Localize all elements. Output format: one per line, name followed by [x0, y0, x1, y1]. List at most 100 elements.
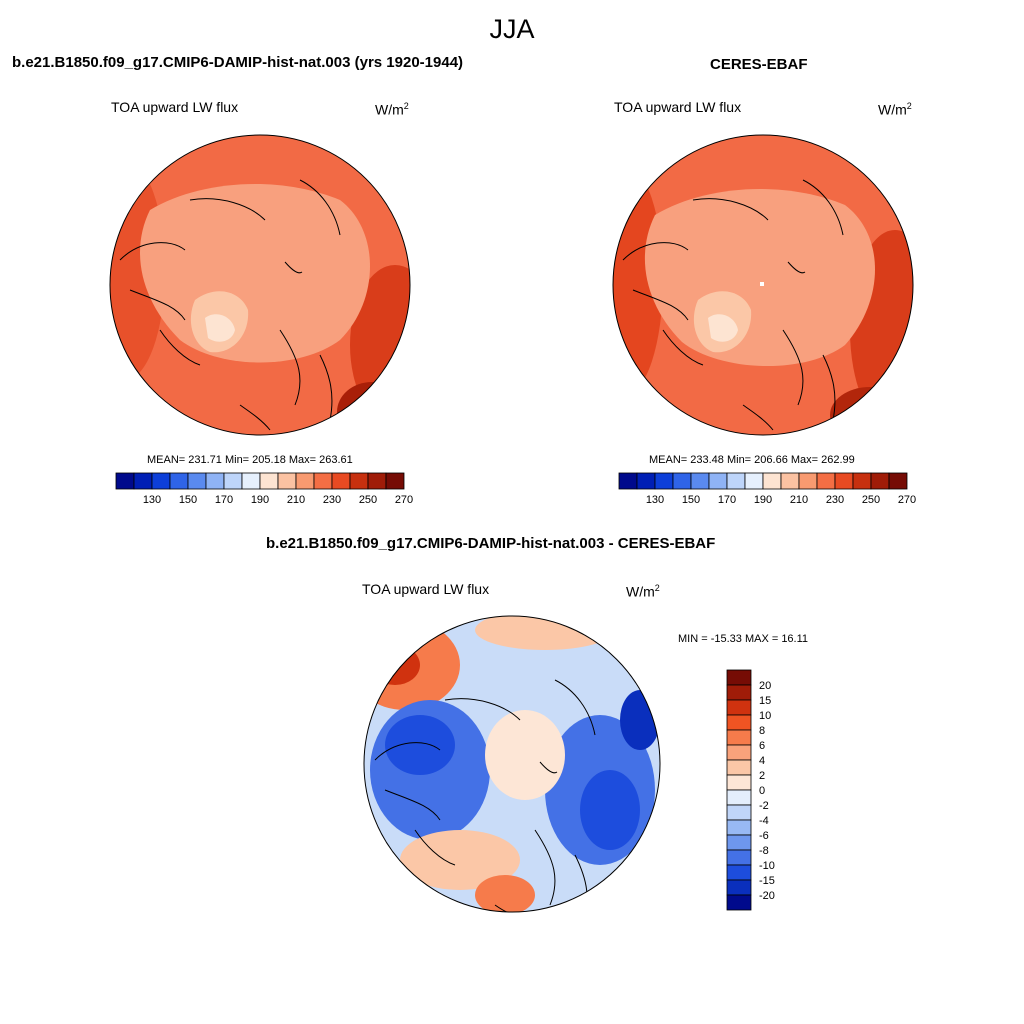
map3-positive-nw-core	[370, 645, 420, 685]
map2-boundary	[612, 134, 914, 436]
panel3-units: W/m2	[626, 583, 660, 600]
colorbar-difference-tick-label: -10	[759, 860, 775, 872]
colorbar-model-box	[331, 472, 351, 490]
colorbar-difference-box	[726, 879, 752, 896]
panel3-stats: MIN = -15.33 MAX = 16.11	[678, 633, 809, 645]
colorbar-difference-tick-label: 0	[759, 785, 765, 797]
colorbar-model-tick-label: 210	[287, 494, 305, 506]
map3-positive-north	[475, 616, 615, 650]
map3-negative-canada-core	[385, 715, 455, 775]
colorbar-difference-tick-label: 20	[759, 680, 771, 692]
colorbar-difference-box	[726, 699, 752, 716]
colorbar-difference-box	[726, 819, 752, 836]
colorbar-observation-box	[816, 472, 836, 490]
colorbar-observation-box	[762, 472, 782, 490]
colorbar-difference-box	[726, 714, 752, 731]
colorbar-observation-box	[744, 472, 764, 490]
colorbar-observation-box	[834, 472, 854, 490]
colorbar-difference-box	[726, 804, 752, 821]
colorbar-difference-box	[726, 729, 752, 746]
colorbar-observation-box	[672, 472, 692, 490]
colorbar-difference-tick-label: 2	[759, 770, 765, 782]
colorbar-difference-box	[726, 669, 752, 686]
polar-map-observation	[612, 134, 914, 436]
colorbar-difference-box	[726, 894, 752, 911]
colorbar-model-tick-label: 270	[395, 494, 413, 506]
colorbar-difference-tick-label: 8	[759, 725, 765, 737]
colorbar-observation-tick-label: 190	[754, 494, 772, 506]
colorbar-difference-tick-label: 15	[759, 695, 771, 707]
map3-positive-atlantic	[400, 830, 520, 890]
map3-arctic-neutral	[485, 710, 565, 800]
colorbar-model-box	[349, 472, 369, 490]
colorbar-model-box	[205, 472, 225, 490]
colorbar-model-box	[241, 472, 261, 490]
colorbar-difference-tick-label: -15	[759, 875, 775, 887]
colorbar-model-tick-label: 150	[179, 494, 197, 506]
polar-map-difference	[363, 615, 661, 913]
colorbar-observation-box	[888, 472, 908, 490]
panel1-variable-label: TOA upward LW flux	[111, 99, 239, 115]
panel3-variable-label: TOA upward LW flux	[362, 581, 490, 597]
colorbar-model: 130 150 170 190 210 230 250 270	[115, 472, 413, 506]
colorbar-observation-box	[870, 472, 890, 490]
colorbar-difference-tick-label: -6	[759, 830, 769, 842]
colorbar-model-box	[313, 472, 333, 490]
colorbar-model-box	[169, 472, 189, 490]
colorbar-difference-box	[726, 849, 752, 866]
map2-coastlines	[622, 179, 844, 431]
colorbar-observation-box	[798, 472, 818, 490]
colorbar-difference-tick-label: 10	[759, 710, 771, 722]
panel2-variable-label: TOA upward LW flux	[614, 99, 742, 115]
colorbar-model-tick-label: 190	[251, 494, 269, 506]
colorbar-difference-box	[726, 759, 752, 776]
colorbar-difference-box	[726, 774, 752, 791]
polar-map-model	[109, 134, 411, 436]
map3-negative-east-core	[580, 770, 640, 850]
colorbar-observation-tick-label: 210	[790, 494, 808, 506]
colorbar-model-box	[277, 472, 297, 490]
colorbar-model-box	[295, 472, 315, 490]
colorbar-observation-box	[780, 472, 800, 490]
map1-boundary	[109, 134, 411, 436]
colorbar-model-tick-label: 130	[143, 494, 161, 506]
colorbar-model-tick-label: 170	[215, 494, 233, 506]
map2-max-region	[830, 387, 910, 435]
colorbar-observation-box	[654, 472, 674, 490]
colorbar-model-box	[223, 472, 243, 490]
colorbar-model-box	[151, 472, 171, 490]
colorbar-difference-tick-label: -2	[759, 800, 769, 812]
colorbar-observation-box	[708, 472, 728, 490]
map3-boundary	[363, 615, 661, 913]
map2-warm-band-west	[613, 165, 663, 395]
colorbar-model-box	[385, 472, 405, 490]
colorbar-difference-box	[726, 789, 752, 806]
colorbar-observation: 130 150 170 190 210 230 250 270	[618, 472, 916, 506]
map1-coastlines	[119, 179, 341, 431]
panel2-title: CERES-EBAF	[710, 56, 808, 73]
colorbar-observation-tick-label: 170	[718, 494, 736, 506]
panel1-units: W/m2	[375, 101, 409, 118]
map1-greenland-core	[205, 314, 235, 342]
season-title: JJA	[489, 14, 535, 44]
colorbar-observation-tick-label: 130	[646, 494, 664, 506]
colorbar-difference-box	[726, 864, 752, 881]
colorbar-difference-box	[726, 744, 752, 761]
colorbar-observation-box	[726, 472, 746, 490]
colorbar-observation-tick-label: 150	[682, 494, 700, 506]
colorbar-observation-tick-label: 270	[898, 494, 916, 506]
colorbar-difference-tick-label: -8	[759, 845, 769, 857]
map2-pole-gap	[760, 282, 764, 286]
colorbar-model-box	[259, 472, 279, 490]
colorbar-difference-box	[726, 834, 752, 851]
map1-max-region	[337, 382, 407, 435]
map1-warm-band-west	[110, 160, 165, 380]
colorbar-difference-tick-label: -20	[759, 890, 775, 902]
colorbar-model-box	[133, 472, 153, 490]
panel2-stats: MEAN= 233.48 Min= 206.66 Max= 262.99	[649, 454, 855, 466]
colorbar-difference-box	[726, 684, 752, 701]
panel1-stats: MEAN= 231.71 Min= 205.18 Max= 263.61	[147, 454, 353, 466]
colorbar-observation-box	[852, 472, 872, 490]
colorbar-observation-box	[690, 472, 710, 490]
